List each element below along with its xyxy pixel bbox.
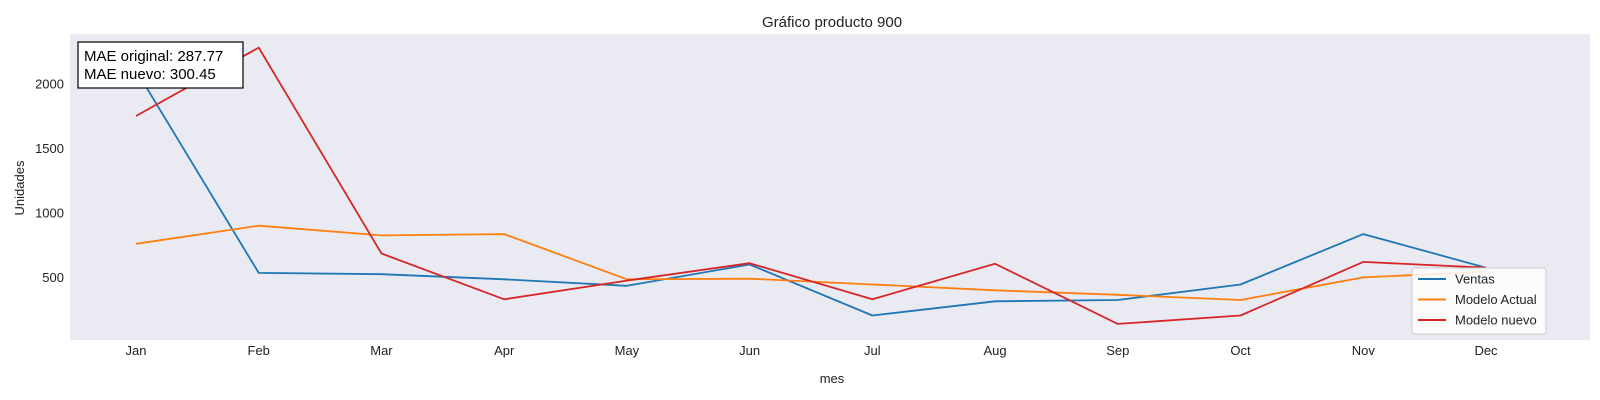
plot-area [70, 34, 1590, 340]
x-tick-label: Mar [370, 343, 393, 358]
x-axis: Jan Feb Mar Apr May Jun Jul Aug Sep Oct Nov Dec [126, 343, 1499, 358]
x-tick-label: Dec [1474, 343, 1498, 358]
x-tick-label: Jan [126, 343, 147, 358]
x-tick-label: Oct [1230, 343, 1251, 358]
x-tick-label: Feb [248, 343, 270, 358]
series-line [135, 69, 1487, 317]
x-tick-label: Sep [1106, 343, 1129, 358]
x-tick-label: Nov [1352, 343, 1376, 358]
x-tick-label: Apr [494, 343, 515, 358]
series-lines [135, 46, 1487, 325]
y-tick-label: 2000 [35, 76, 64, 91]
x-axis-label: mes [820, 371, 845, 386]
x-tick-label: Aug [984, 343, 1007, 358]
mae-nuevo-text: MAE nuevo: 300.45 [84, 66, 216, 83]
mae-original-text: MAE original: 287.77 [84, 48, 223, 65]
y-axis: 500 1000 1500 2000 [35, 76, 64, 285]
y-tick-label: 1000 [35, 205, 64, 220]
y-tick-label: 500 [42, 270, 64, 285]
x-tick-label: Jul [864, 343, 881, 358]
mae-annotation-box [77, 41, 244, 89]
legend-box [1411, 267, 1547, 335]
series-line [135, 46, 1487, 325]
mae-annotation: MAE original: 287.77 MAE nuevo: 300.45 [77, 41, 244, 89]
y-tick-label: 1500 [35, 141, 64, 156]
x-tick-label: May [615, 343, 640, 358]
legend-label: Modelo Actual [1455, 292, 1537, 307]
legend-label: Modelo nuevo [1455, 313, 1537, 328]
y-axis-label: Unidades [12, 160, 27, 215]
chart-title: Gráfico producto 900 [762, 14, 902, 31]
legend-label: Ventas [1455, 272, 1495, 287]
legend: Ventas Modelo Actual Modelo nuevo [1411, 267, 1547, 335]
x-tick-label: Jun [739, 343, 760, 358]
